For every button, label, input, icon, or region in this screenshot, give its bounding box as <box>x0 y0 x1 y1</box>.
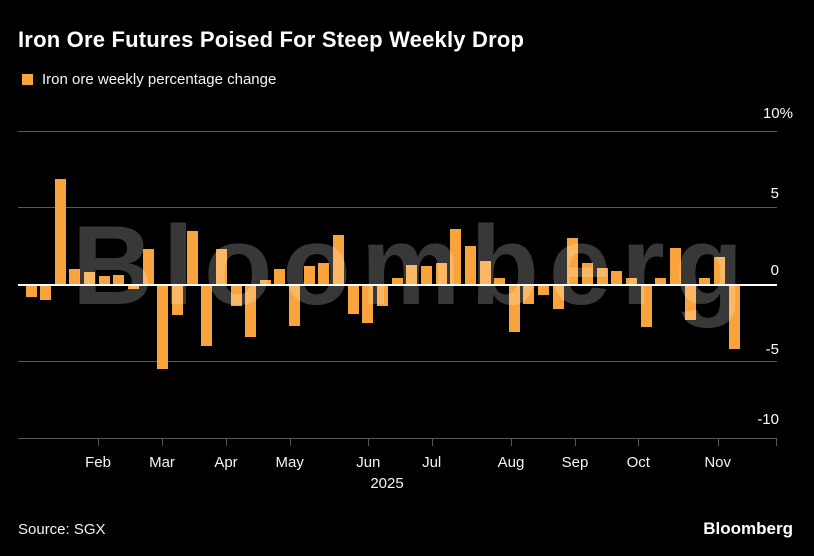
chart-bar <box>669 247 681 285</box>
chart-bar <box>479 261 491 285</box>
chart-bar <box>523 284 535 305</box>
x-axis-year-label: 2025 <box>370 475 404 492</box>
gridline <box>18 207 777 209</box>
chart-title: Iron Ore Futures Poised For Steep Weekly… <box>18 27 525 52</box>
y-axis-label: 10% <box>762 105 793 122</box>
chart-bar <box>435 263 447 285</box>
chart-bar <box>508 284 520 333</box>
chart-bar <box>274 269 286 285</box>
chart-bar <box>420 266 432 285</box>
x-axis-month-label: Oct <box>626 454 650 471</box>
month-tick <box>368 438 370 446</box>
chart-bar <box>186 230 198 285</box>
chart-bar <box>406 264 418 285</box>
chart-bar <box>377 284 388 306</box>
chart-bar <box>684 284 696 320</box>
chart-bar <box>128 284 140 290</box>
chart-bar <box>494 278 506 285</box>
chart-bar <box>230 284 242 306</box>
chart-bar <box>245 284 257 337</box>
chart-bar <box>596 267 608 285</box>
chart-bar <box>391 277 403 285</box>
month-tick <box>162 438 163 446</box>
chart-bar <box>201 284 213 346</box>
x-axis-month-label: Nov <box>704 454 732 471</box>
gridline <box>18 130 777 132</box>
x-axis-month-label: Jul <box>422 454 442 471</box>
chart-bar <box>567 238 579 285</box>
chart-bar <box>713 256 725 285</box>
chart-bar <box>303 266 315 285</box>
y-axis-label: -10 <box>757 411 779 428</box>
bloomberg-logo: Bloomberg <box>703 519 793 538</box>
legend-label: Iron ore weekly percentage change <box>42 71 277 88</box>
chart-bar <box>69 269 81 285</box>
chart-bar <box>333 235 345 285</box>
chart-bar <box>215 249 227 285</box>
month-tick <box>511 438 512 446</box>
month-tick <box>289 438 291 446</box>
month-tick <box>575 438 576 446</box>
chart-bar <box>289 284 301 326</box>
month-tick <box>776 438 777 446</box>
month-tick <box>98 438 99 446</box>
month-tick <box>638 438 640 446</box>
gridline <box>18 360 777 362</box>
chart-bar <box>84 272 96 285</box>
chart-bar <box>655 277 667 285</box>
chart-bar <box>582 263 594 285</box>
legend-swatch-icon <box>22 74 33 85</box>
month-tick <box>717 438 719 446</box>
chart-bar <box>113 274 125 285</box>
chart-bar <box>611 271 623 285</box>
x-axis-month-label: Mar <box>149 454 175 471</box>
x-axis-month-label: Sep <box>561 454 589 471</box>
chart-bar <box>728 284 740 349</box>
month-tick <box>226 438 227 446</box>
x-axis-month-label: Aug <box>497 454 525 471</box>
chart-bar <box>699 277 711 285</box>
chart-bar <box>552 284 564 310</box>
y-axis-label: 0 <box>770 262 779 279</box>
chart-bar <box>157 284 169 369</box>
chart-bar <box>450 229 462 285</box>
chart-bar <box>171 284 183 316</box>
chart-bar <box>625 277 637 285</box>
y-axis-label: 5 <box>770 185 779 202</box>
chart-bar <box>40 284 52 300</box>
chart-bar <box>362 284 374 323</box>
chart-bar <box>347 284 359 314</box>
chart-bar <box>259 279 271 285</box>
y-axis-label: -5 <box>765 341 779 358</box>
source-note: Source: SGX <box>18 521 106 538</box>
gridline <box>18 437 777 439</box>
chart-bar <box>538 284 550 296</box>
chart-bar <box>640 284 652 328</box>
zero-gridline <box>18 283 777 286</box>
chart-bar <box>464 246 476 285</box>
chart-bar <box>98 276 110 285</box>
x-axis-month-label: Feb <box>85 454 111 471</box>
x-axis-month-label: Apr <box>214 454 238 471</box>
chart-bar <box>318 263 330 285</box>
chart-bar <box>54 178 66 285</box>
legend: Iron ore weekly percentage change <box>22 71 276 88</box>
month-tick <box>431 438 433 446</box>
chart-bar <box>142 249 154 285</box>
chart-bar <box>25 284 37 297</box>
x-axis-month-label: May <box>275 454 304 471</box>
x-axis-month-label: Jun <box>356 454 381 471</box>
